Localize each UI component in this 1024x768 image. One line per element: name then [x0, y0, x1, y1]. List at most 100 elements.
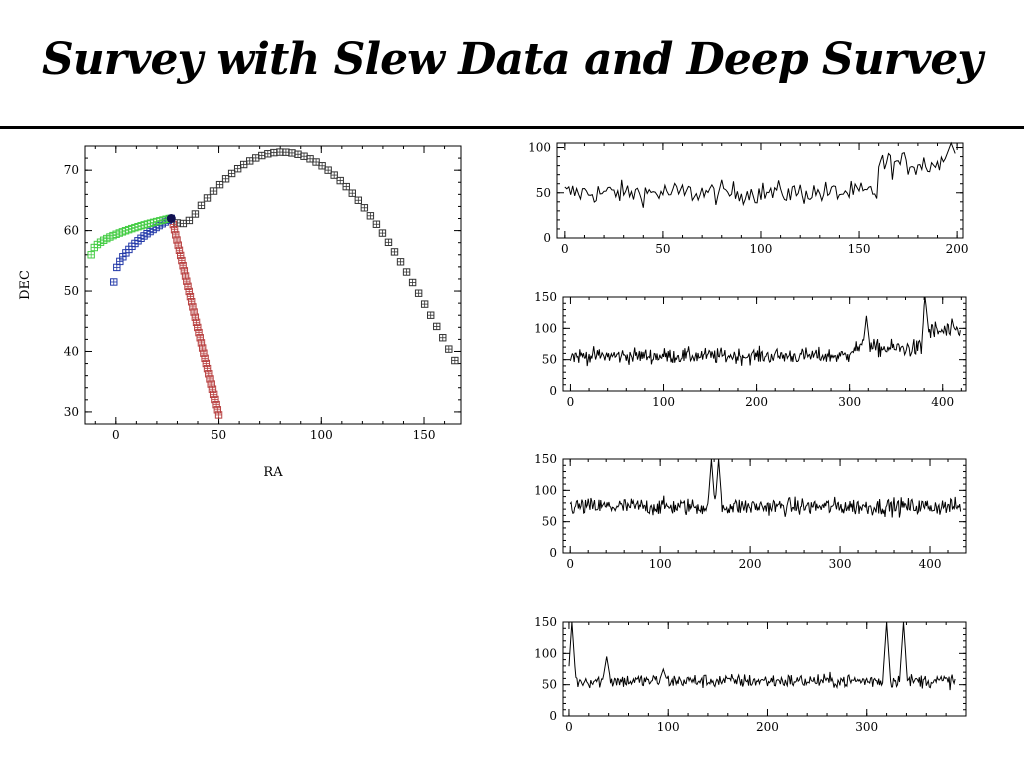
y-tick-label: 50 — [64, 284, 79, 298]
track-marker — [294, 150, 302, 158]
x-tick-label: 200 — [739, 557, 762, 571]
track-marker — [264, 150, 272, 158]
x-tick-label: 50 — [211, 428, 226, 442]
x-axis-label: RA — [263, 465, 283, 480]
y-tick-label: 50 — [536, 186, 551, 200]
track-marker — [396, 258, 405, 266]
track-marker — [209, 187, 218, 195]
track-marker — [366, 212, 375, 220]
track-marker — [183, 277, 191, 285]
track-marker — [227, 169, 236, 178]
y-tick-label: 0 — [549, 546, 557, 560]
x-tick-label: 200 — [745, 395, 768, 409]
sky-track-chart: 0 50 100 150 30 40 50 60 70 RA DEC — [18, 145, 462, 480]
track-marker — [348, 189, 356, 197]
track-marker — [300, 152, 308, 160]
x-tick-label: 0 — [112, 428, 120, 442]
plot-frame-0 — [84, 145, 462, 425]
x-tick-label: 300 — [829, 557, 852, 571]
plot-frame-2 — [562, 296, 967, 392]
y-tick-label: 100 — [534, 483, 557, 497]
track-marker — [384, 238, 393, 247]
track-marker — [378, 229, 387, 237]
plot-frame-3 — [562, 458, 967, 554]
track-marker — [197, 201, 206, 210]
track-marker — [408, 278, 417, 287]
y-tick-label: 50 — [542, 353, 557, 367]
plot-frame-1 — [556, 142, 964, 239]
junction-marker — [166, 214, 176, 224]
light-curve-line-2 — [569, 296, 961, 367]
track-marker — [214, 411, 223, 419]
y-tick-label: 150 — [534, 452, 557, 466]
x-tick-label: 0 — [567, 395, 575, 409]
x-tick-label: 400 — [919, 557, 942, 571]
track-marker — [402, 268, 411, 276]
light-curve-chart-4: 0 100 200 300 0 50 100 150 — [534, 615, 967, 734]
y-tick-label: 70 — [64, 163, 79, 177]
y-tick-label: 30 — [64, 405, 79, 419]
x-tick-label: 100 — [649, 557, 672, 571]
track-marker — [221, 175, 230, 183]
track-marker — [360, 204, 369, 212]
track-marker — [414, 289, 423, 297]
y-axis-label: DEC — [18, 270, 33, 300]
x-tick-label: 50 — [655, 242, 670, 256]
x-tick-label: 0 — [561, 242, 569, 256]
plot-frame-4 — [562, 621, 967, 717]
track-marker — [178, 256, 186, 265]
y-tick-label: 100 — [528, 141, 551, 155]
track-marker — [191, 210, 200, 218]
track-marker — [276, 148, 284, 156]
x-tick-label: 100 — [750, 242, 773, 256]
track-marker — [252, 154, 260, 162]
track-marker — [185, 216, 194, 225]
x-tick-label: 100 — [657, 720, 680, 734]
x-tick-label: 0 — [565, 720, 573, 734]
x-tick-label: 150 — [413, 428, 436, 442]
title-divider — [0, 126, 1024, 129]
x-tick-label: 0 — [566, 557, 574, 571]
x-tick-label: 200 — [946, 242, 969, 256]
x-tick-label: 150 — [848, 242, 871, 256]
x-tick-label: 300 — [855, 720, 878, 734]
track-marker — [312, 158, 320, 166]
track-marker — [110, 278, 118, 286]
track-marker — [439, 334, 447, 342]
slide-title: Survey with Slew Data and Deep Survey — [41, 34, 983, 85]
light-curve-chart-3: 0 100 200 300 400 0 50 100 150 — [534, 452, 967, 571]
track-marker — [87, 251, 95, 259]
track-marker — [113, 263, 121, 272]
x-tick-label: 200 — [756, 720, 779, 734]
y-tick-label: 0 — [543, 231, 551, 245]
y-tick-label: 60 — [64, 224, 79, 238]
track-marker — [342, 182, 350, 191]
y-tick-label: 50 — [542, 515, 557, 529]
track-marker — [318, 162, 326, 170]
track-marker — [427, 311, 435, 319]
y-tick-label: 40 — [64, 344, 79, 358]
track-marker — [451, 356, 459, 365]
track-marker — [372, 220, 381, 228]
track-marker — [390, 248, 399, 256]
light-curve-line-3 — [569, 458, 962, 518]
track-marker — [203, 194, 212, 202]
track-marker — [336, 176, 344, 185]
track-marker — [179, 219, 188, 228]
track-marker — [239, 160, 248, 169]
track-marker — [445, 345, 453, 353]
track-marker — [198, 344, 207, 352]
track-marker — [258, 151, 266, 160]
track-marker — [215, 180, 224, 189]
track-marker — [270, 148, 278, 157]
y-tick-label: 0 — [549, 384, 557, 398]
track-marker — [288, 149, 296, 157]
x-tick-label: 100 — [310, 428, 333, 442]
light-curve-chart-2: 0 100 200 300 400 0 50 100 150 — [534, 290, 967, 409]
track-marker — [354, 196, 363, 204]
light-curve-chart-1: 0 50 100 150 200 0 50 100 — [528, 141, 968, 256]
x-tick-label: 100 — [652, 395, 675, 409]
y-tick-label: 100 — [534, 646, 557, 660]
track-marker — [324, 166, 332, 174]
